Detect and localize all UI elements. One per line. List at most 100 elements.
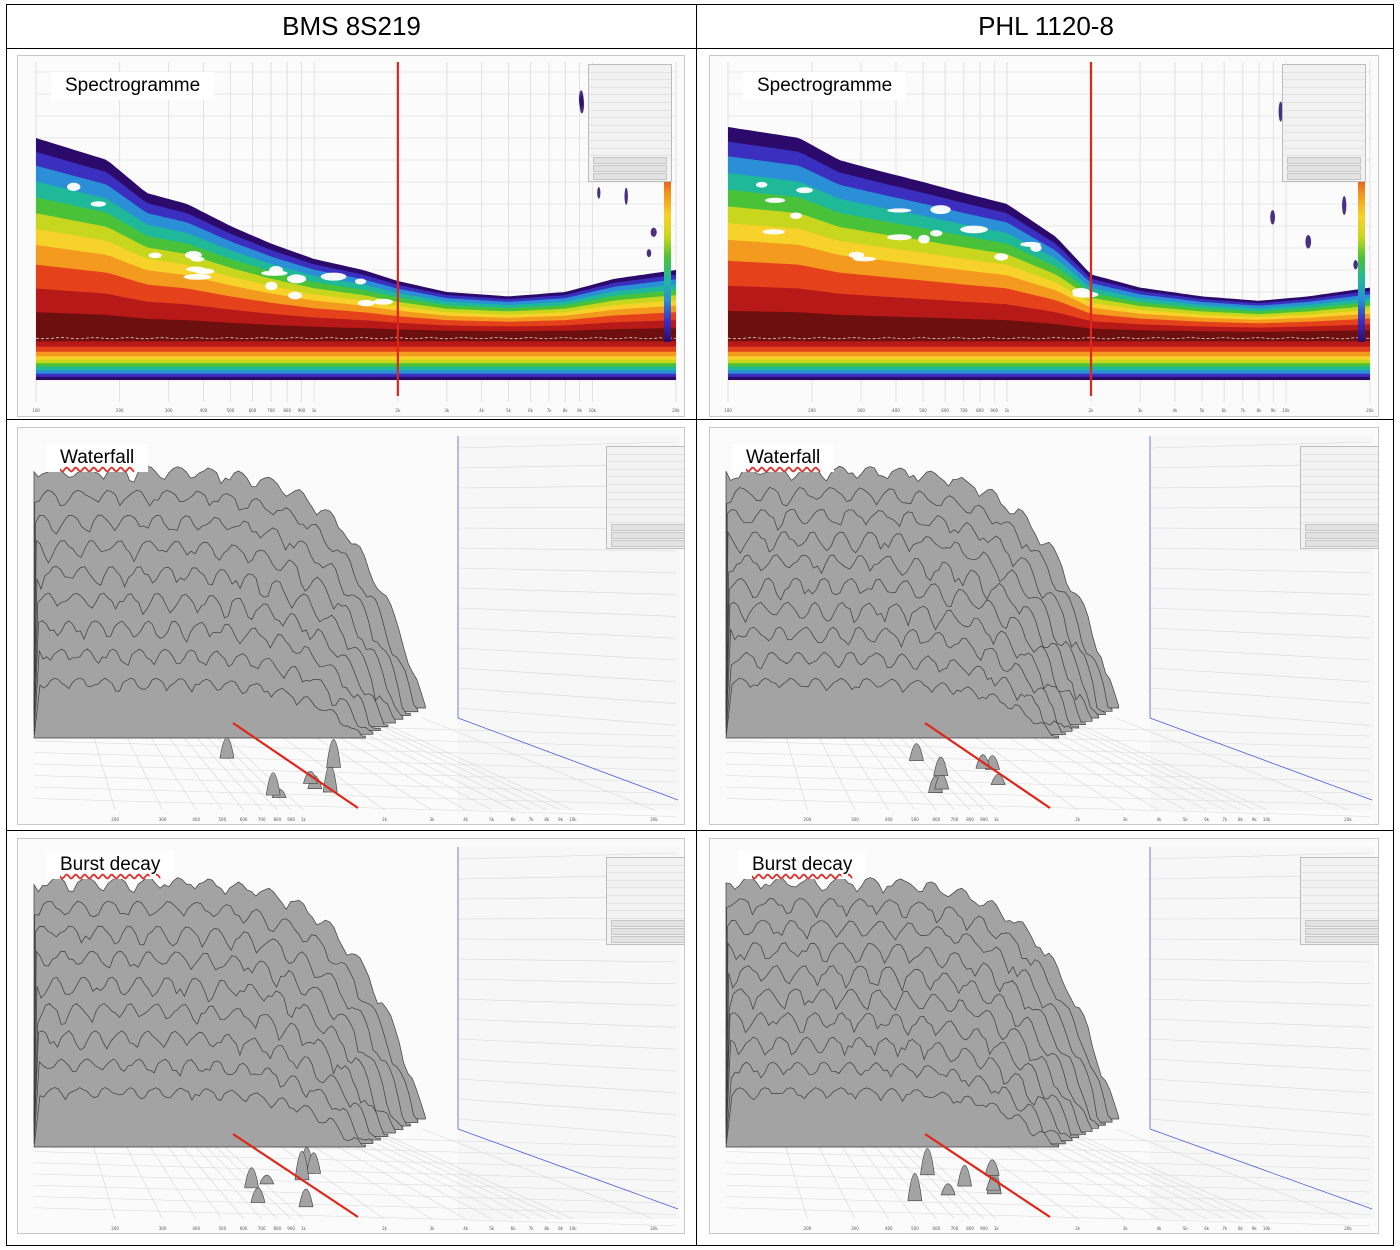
settings-controls[interactable] <box>1300 446 1378 549</box>
settings-row[interactable] <box>607 881 684 889</box>
settings-row[interactable] <box>1301 515 1378 523</box>
settings-row[interactable] <box>589 88 671 96</box>
waterfall-slice <box>33 677 366 739</box>
settings-button[interactable] <box>593 157 667 165</box>
settings-controls[interactable] <box>1282 64 1366 183</box>
settings-row[interactable] <box>1301 447 1378 455</box>
settings-button[interactable] <box>1305 919 1378 927</box>
settings-row[interactable] <box>1283 103 1365 111</box>
settings-controls[interactable] <box>606 446 684 549</box>
settings-button[interactable] <box>1287 165 1361 173</box>
settings-button[interactable] <box>611 531 684 539</box>
settings-row[interactable] <box>607 888 684 896</box>
settings-row[interactable] <box>589 126 671 134</box>
settings-row[interactable] <box>589 111 671 119</box>
settings-row[interactable] <box>589 149 671 157</box>
settings-row[interactable] <box>589 103 671 111</box>
settings-row[interactable] <box>1301 904 1378 912</box>
settings-button[interactable] <box>611 539 684 547</box>
settings-row[interactable] <box>1301 888 1378 896</box>
floor-grid-line <box>1065 1128 1267 1220</box>
settings-row[interactable] <box>1283 133 1365 141</box>
settings-row[interactable] <box>1301 866 1378 874</box>
settings-button[interactable] <box>1305 927 1378 935</box>
settings-row[interactable] <box>1283 118 1365 126</box>
settings-row[interactable] <box>589 95 671 103</box>
floor-grid-line <box>33 1162 677 1181</box>
settings-row[interactable] <box>607 866 684 874</box>
settings-row[interactable] <box>607 904 684 912</box>
settings-row[interactable] <box>1283 126 1365 134</box>
settings-row[interactable] <box>607 462 684 470</box>
settings-row[interactable] <box>1301 455 1378 463</box>
settings-row[interactable] <box>1301 493 1378 501</box>
settings-row[interactable] <box>589 73 671 81</box>
settings-button[interactable] <box>1287 157 1361 165</box>
settings-button[interactable] <box>1305 539 1378 547</box>
settings-row[interactable] <box>1301 508 1378 516</box>
settings-row[interactable] <box>589 65 671 73</box>
settings-button[interactable] <box>611 935 684 943</box>
settings-row[interactable] <box>1301 485 1378 493</box>
settings-button[interactable] <box>1305 523 1378 531</box>
settings-row[interactable] <box>1301 858 1378 866</box>
settings-controls[interactable] <box>588 64 672 183</box>
settings-row[interactable] <box>607 896 684 904</box>
settings-row[interactable] <box>607 858 684 866</box>
settings-button[interactable] <box>1287 173 1361 181</box>
settings-button[interactable] <box>1305 531 1378 539</box>
settings-row[interactable] <box>1283 65 1365 73</box>
settings-button[interactable] <box>593 173 667 181</box>
settings-row[interactable] <box>1283 149 1365 157</box>
settings-row[interactable] <box>1283 88 1365 96</box>
x-tick-label: 10k <box>1282 408 1290 413</box>
settings-controls[interactable] <box>606 857 684 945</box>
settings-row[interactable] <box>589 118 671 126</box>
wall-grid-line <box>1149 958 1371 963</box>
settings-row[interactable] <box>1283 73 1365 81</box>
floor-grid-line <box>1065 717 1267 811</box>
settings-row[interactable] <box>1283 141 1365 149</box>
settings-row[interactable] <box>589 141 671 149</box>
settings-row[interactable] <box>1301 470 1378 478</box>
settings-row[interactable] <box>607 911 684 919</box>
settings-row[interactable] <box>1301 500 1378 508</box>
x-tick-label: 6k <box>1204 1226 1210 1231</box>
waterfall-slice <box>725 1087 1060 1148</box>
settings-row[interactable] <box>607 515 684 523</box>
settings-row[interactable] <box>607 447 684 455</box>
settings-row[interactable] <box>1283 111 1365 119</box>
settings-button[interactable] <box>611 927 684 935</box>
settings-row[interactable] <box>1301 462 1378 470</box>
settings-button[interactable] <box>593 165 667 173</box>
settings-row[interactable] <box>607 873 684 881</box>
settings-row[interactable] <box>589 80 671 88</box>
settings-row[interactable] <box>1301 873 1378 881</box>
settings-row[interactable] <box>1283 95 1365 103</box>
settings-row[interactable] <box>607 493 684 501</box>
settings-row[interactable] <box>1301 881 1378 889</box>
settings-row[interactable] <box>1301 911 1378 919</box>
burst-decay-svg: 200 300 400 500 600 700 800 900 1k 2k 3k 4k 5k 6k 7k 8k… <box>725 847 1374 1231</box>
waterfall-svg: 200 300 400 500 600 700 800 900 1k 2k 3k 4k 5k 6k 7k 8k… <box>33 436 680 822</box>
x-tick-label: 5k <box>1183 817 1189 822</box>
settings-row[interactable] <box>607 477 684 485</box>
x-tick-label: 6k <box>528 408 534 413</box>
settings-button[interactable] <box>611 919 684 927</box>
settings-button[interactable] <box>611 523 684 531</box>
settings-row[interactable] <box>1283 80 1365 88</box>
spectrogram-hole <box>1020 241 1041 247</box>
settings-row[interactable] <box>607 500 684 508</box>
settings-row[interactable] <box>1301 477 1378 485</box>
spectrogram-band <box>728 310 1370 342</box>
settings-row[interactable] <box>607 455 684 463</box>
settings-controls[interactable] <box>1300 857 1378 945</box>
settings-button[interactable] <box>1305 935 1378 943</box>
comparison-table: BMS 8S219 PHL 1120-8 Spectrogramme 100 20… <box>6 4 1394 1246</box>
settings-row[interactable] <box>1301 896 1378 904</box>
settings-row[interactable] <box>607 508 684 516</box>
spectrogram-hole <box>930 230 943 237</box>
settings-row[interactable] <box>607 470 684 478</box>
settings-row[interactable] <box>589 133 671 141</box>
settings-row[interactable] <box>607 485 684 493</box>
